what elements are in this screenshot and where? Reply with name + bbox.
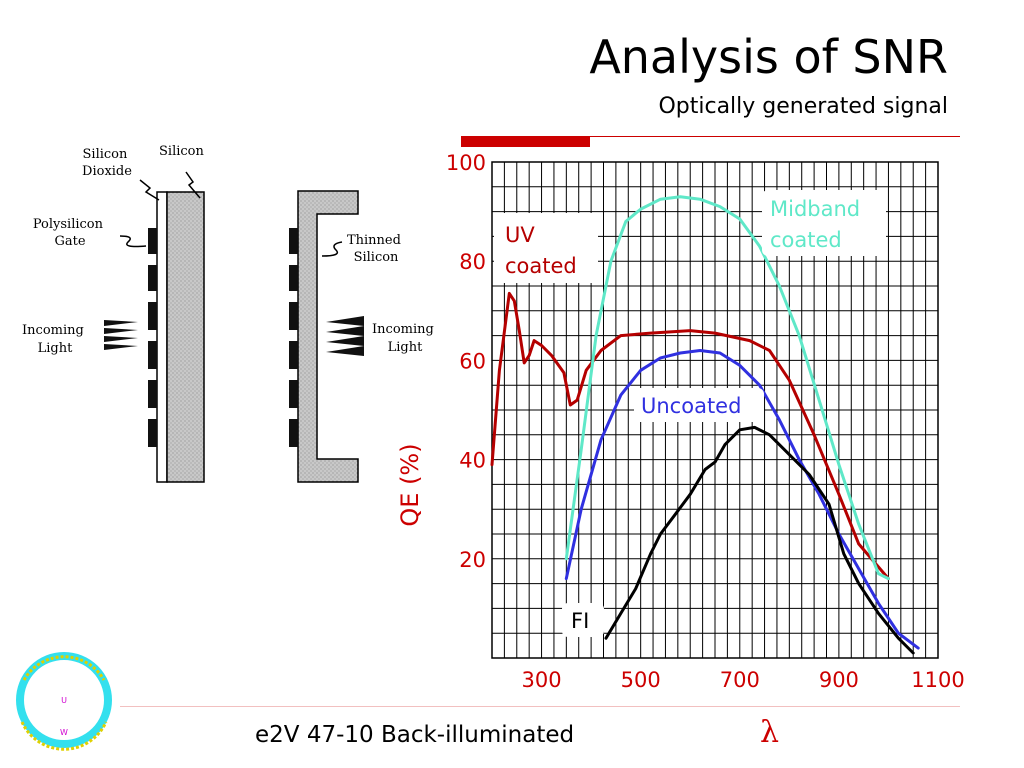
- chart-tick-labels: 300 500 700 900 1100 20 40 60 80 100: [446, 151, 965, 692]
- footer-caption: e2V 47-10 Back-illuminated: [255, 722, 575, 748]
- label-line: Silicon: [83, 147, 128, 162]
- incoming-light-label-right: Incoming Light: [372, 322, 438, 355]
- gate-electrode: [289, 419, 298, 447]
- incoming-light-label-left: Incoming Light: [22, 323, 88, 356]
- silicon-dioxide-label: Silicon Dioxide: [82, 147, 132, 179]
- x-tick-label: 1100: [911, 668, 964, 692]
- gate-electrode: [289, 265, 298, 291]
- label-line: Gate: [54, 234, 85, 249]
- silicon-label: Silicon: [159, 144, 204, 159]
- y-tick-label: 80: [459, 250, 486, 274]
- label-line: Thinned: [347, 233, 401, 248]
- title-accent-line: [590, 136, 960, 137]
- series-line-uv-coated: [490, 291, 890, 581]
- polysilicon-gates: [148, 228, 157, 447]
- polysilicon-gates: [289, 228, 298, 447]
- y-tick-label: 60: [459, 349, 486, 373]
- series-line-midband-coated: [564, 195, 890, 581]
- logo-ring: [16, 652, 112, 748]
- y-tick-label: 100: [446, 151, 486, 175]
- thinned-silicon-frame: [297, 190, 359, 483]
- light-ray-arrow: [326, 326, 364, 336]
- light-ray-arrow: [326, 336, 364, 346]
- logo-letter-w: W: [60, 728, 68, 737]
- series-label-line: coated: [770, 228, 842, 252]
- series-label-midband-coated: Midband coated: [770, 197, 860, 252]
- x-axis-symbol: λ: [760, 715, 780, 750]
- light-ray-arrow: [326, 346, 364, 356]
- gate-electrode: [289, 228, 298, 254]
- series-label-box-midband-coated: [762, 190, 886, 256]
- chart-axes: [491, 161, 939, 659]
- series-label-line: UV: [505, 223, 535, 247]
- light-ray-arrow: [104, 328, 138, 334]
- silicon-leader: [185, 171, 201, 199]
- label-line: Dioxide: [82, 164, 132, 179]
- x-tick-label: 700: [720, 668, 760, 692]
- series-label-uv-coated: UV coated: [505, 223, 577, 278]
- chart-series-labels: UV coated Midband coated Uncoated FI: [494, 190, 886, 637]
- chart-series: [490, 195, 920, 655]
- series-label-box-uv-coated: [494, 213, 598, 283]
- y-tick-label: 40: [459, 449, 486, 473]
- logo-text-arc: [20, 721, 108, 751]
- gate-electrode: [289, 302, 298, 330]
- front-illuminated-device: Silicon Dioxide Silicon Polysilicon Gate…: [22, 144, 205, 483]
- label-line: Incoming: [22, 323, 84, 338]
- gate-electrode: [289, 341, 298, 369]
- slide-title: Analysis of SNR: [589, 30, 948, 84]
- polysilicon-gate-label: Polysilicon Gate: [33, 217, 107, 249]
- incoming-light-arrows-right: [326, 316, 364, 356]
- series-label-line: Uncoated: [641, 394, 741, 418]
- label-line: Light: [38, 341, 73, 356]
- gate-electrode: [289, 380, 298, 408]
- x-tick-label: 900: [819, 668, 859, 692]
- series-label-line: coated: [505, 254, 577, 278]
- plot-frame: [491, 161, 939, 659]
- x-tick-label: 300: [522, 668, 562, 692]
- thinned-silicon-label: Thinned Silicon: [347, 233, 405, 265]
- light-ray-arrow: [326, 316, 364, 326]
- gate-electrode: [148, 265, 157, 291]
- silicon-dioxide-leader: [139, 179, 160, 201]
- label-line: Silicon: [354, 250, 399, 265]
- logo-letter-u: U: [61, 696, 67, 705]
- series-label-line: FI: [571, 609, 589, 633]
- series-label-box-fi: [562, 603, 604, 637]
- series-label-box-uncoated: [634, 388, 764, 422]
- label-line: Incoming: [372, 322, 434, 337]
- series-line-uncoated: [564, 349, 920, 650]
- silicon-substrate: [166, 191, 205, 483]
- logo-text-arc: [22, 655, 106, 681]
- series-label-fi: FI: [571, 609, 589, 633]
- light-ray-arrow: [104, 320, 138, 326]
- back-illuminated-device: Thinned Silicon Incoming Light: [289, 190, 438, 483]
- title-accent-bar: [461, 136, 590, 147]
- label-line: Polysilicon: [33, 217, 104, 232]
- gate-electrode: [148, 419, 157, 447]
- gate-electrode: [148, 380, 157, 408]
- thinned-silicon-leader: [321, 241, 343, 257]
- gate-electrode: [148, 228, 157, 254]
- footer-divider: [120, 706, 960, 707]
- y-tick-label: 20: [459, 548, 486, 572]
- gate-electrode: [148, 302, 157, 330]
- light-ray-arrow: [104, 344, 138, 350]
- slide-subtitle: Optically generated signal: [658, 94, 948, 119]
- series-line-fi: [604, 425, 915, 655]
- series-label-uncoated: Uncoated: [641, 394, 741, 418]
- light-ray-arrow: [104, 336, 138, 342]
- ccd-cross-section-diagram: Silicon Dioxide Silicon Polysilicon Gate…: [22, 144, 438, 483]
- incoming-light-arrows-left: [104, 320, 138, 350]
- series-label-line: Midband: [770, 197, 860, 221]
- label-line: Light: [388, 340, 423, 355]
- x-tick-label: 500: [621, 668, 661, 692]
- gate-electrode: [148, 341, 157, 369]
- gate-leader: [119, 235, 147, 248]
